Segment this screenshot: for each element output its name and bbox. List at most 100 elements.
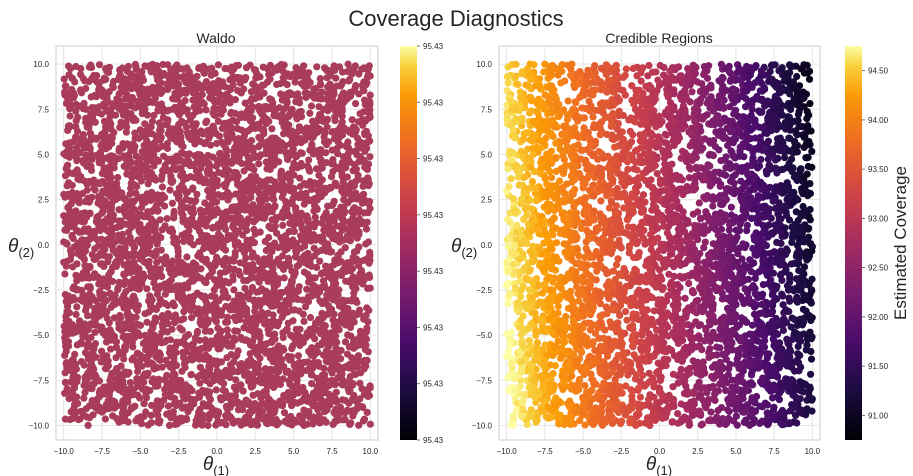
data-point bbox=[215, 77, 223, 85]
data-point bbox=[318, 341, 326, 349]
data-point bbox=[72, 286, 80, 294]
data-point bbox=[184, 331, 193, 339]
data-point bbox=[331, 395, 340, 403]
data-point bbox=[93, 213, 101, 222]
data-point bbox=[194, 167, 203, 175]
data-point bbox=[252, 320, 260, 328]
data-point bbox=[324, 302, 332, 310]
colorbar-tick-label: 95.43 bbox=[423, 267, 444, 276]
data-point bbox=[127, 179, 135, 187]
data-point bbox=[313, 383, 321, 391]
data-point bbox=[101, 405, 109, 413]
data-point bbox=[196, 151, 204, 159]
data-point bbox=[309, 281, 317, 289]
data-point bbox=[233, 327, 242, 335]
data-point bbox=[220, 394, 228, 402]
data-point bbox=[235, 202, 243, 210]
data-point bbox=[95, 155, 104, 163]
data-point bbox=[211, 407, 219, 415]
data-point bbox=[355, 208, 363, 216]
data-point bbox=[68, 149, 76, 157]
data-point bbox=[306, 109, 314, 117]
data-point bbox=[165, 260, 173, 268]
data-point bbox=[189, 340, 197, 348]
data-point bbox=[328, 146, 336, 154]
data-point bbox=[177, 134, 185, 142]
data-point bbox=[126, 190, 134, 198]
data-point bbox=[94, 199, 102, 207]
data-point bbox=[313, 180, 321, 188]
data-point bbox=[143, 111, 152, 119]
data-point bbox=[238, 126, 246, 134]
data-point bbox=[195, 336, 204, 344]
data-point bbox=[115, 349, 124, 357]
data-point bbox=[327, 329, 336, 337]
data-point bbox=[156, 136, 164, 144]
data-point bbox=[176, 338, 184, 347]
data-point bbox=[300, 317, 308, 325]
data-point bbox=[211, 262, 219, 270]
data-point bbox=[216, 345, 224, 353]
data-point bbox=[345, 343, 353, 351]
data-point bbox=[109, 184, 118, 192]
data-point bbox=[100, 383, 108, 391]
data-point bbox=[174, 258, 182, 266]
data-point bbox=[79, 131, 87, 139]
data-point bbox=[77, 407, 85, 415]
data-point bbox=[241, 284, 249, 292]
data-point bbox=[214, 117, 222, 125]
data-point bbox=[61, 270, 69, 278]
data-point bbox=[331, 417, 339, 426]
data-point bbox=[91, 316, 100, 324]
data-point bbox=[363, 73, 372, 81]
data-point bbox=[285, 228, 293, 236]
data-point bbox=[74, 113, 82, 121]
data-point bbox=[156, 216, 164, 224]
data-point bbox=[338, 297, 346, 305]
data-point bbox=[277, 234, 285, 242]
data-point bbox=[218, 240, 226, 248]
data-point bbox=[265, 233, 273, 242]
x-tick-label: 10.0 bbox=[363, 447, 379, 456]
data-point bbox=[127, 81, 135, 89]
data-point bbox=[100, 74, 108, 82]
data-point bbox=[350, 338, 358, 346]
data-point bbox=[134, 329, 142, 337]
data-point bbox=[191, 198, 199, 206]
data-point bbox=[86, 234, 94, 243]
data-point bbox=[227, 399, 235, 407]
data-point bbox=[271, 202, 279, 210]
data-point bbox=[307, 132, 315, 140]
data-point bbox=[149, 83, 157, 91]
data-point bbox=[169, 408, 177, 416]
data-point bbox=[277, 90, 285, 98]
data-point bbox=[180, 350, 188, 358]
data-point bbox=[352, 81, 360, 90]
data-point bbox=[273, 142, 281, 150]
data-point bbox=[190, 75, 199, 83]
data-point bbox=[230, 225, 238, 233]
data-point bbox=[116, 71, 124, 79]
data-point bbox=[242, 198, 250, 206]
data-point bbox=[322, 243, 331, 251]
data-point bbox=[110, 159, 118, 167]
data-point bbox=[296, 255, 304, 263]
data-point bbox=[295, 194, 303, 202]
data-point bbox=[343, 306, 351, 314]
data-point bbox=[181, 159, 189, 167]
data-point bbox=[90, 345, 98, 353]
data-point bbox=[111, 291, 119, 299]
data-point bbox=[346, 237, 354, 245]
data-point bbox=[360, 64, 368, 72]
data-point bbox=[130, 275, 138, 283]
data-point bbox=[287, 242, 295, 250]
data-point bbox=[121, 346, 129, 354]
data-point bbox=[77, 86, 85, 94]
waldo-colorbar bbox=[400, 46, 417, 440]
data-point bbox=[333, 222, 341, 230]
data-point bbox=[167, 352, 175, 360]
data-point bbox=[116, 256, 124, 264]
data-point bbox=[69, 263, 77, 271]
data-point bbox=[299, 232, 308, 240]
data-point bbox=[338, 131, 347, 139]
